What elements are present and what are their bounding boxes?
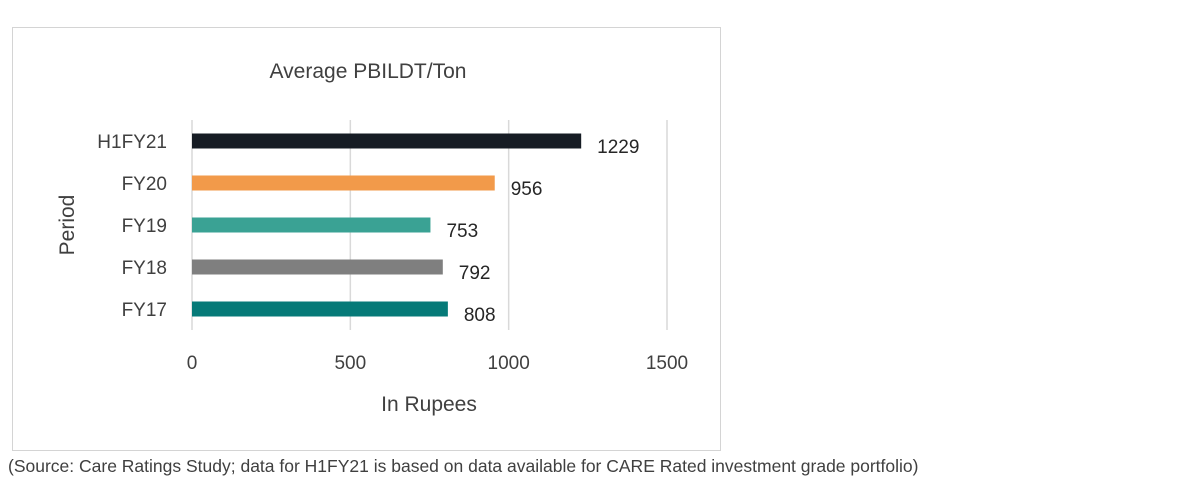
category-label: FY17 [122, 300, 167, 321]
data-label: 792 [459, 263, 491, 284]
x-tick-label: 0 [187, 353, 198, 374]
chart-title: Average PBILDT/Ton [270, 60, 467, 83]
x-axis-label: In Rupees [381, 393, 477, 416]
category-label: FY20 [122, 174, 167, 195]
category-label: FY19 [122, 216, 167, 237]
bar-fy17 [192, 301, 448, 317]
bar-fy18 [192, 259, 443, 275]
data-label: 956 [511, 179, 543, 200]
bar-fy19 [192, 217, 431, 233]
bars [192, 133, 582, 317]
y-axis-label: Period [56, 195, 79, 256]
data-label: 1229 [597, 137, 639, 158]
data-label: 753 [446, 221, 478, 242]
x-tick-label: 500 [334, 353, 366, 374]
category-label: FY18 [122, 258, 167, 279]
bar-h1fy21 [192, 133, 582, 149]
bar-fy20 [192, 175, 495, 191]
chart-frame [12, 27, 721, 451]
x-tick-label: 1500 [646, 353, 688, 374]
category-label: H1FY21 [97, 132, 167, 153]
x-tick-label: 1000 [488, 353, 530, 374]
source-note: (Source: Care Ratings Study; data for H1… [8, 456, 919, 476]
data-label: 808 [464, 305, 496, 326]
labels: 0 500 1000 1500 H1FY21 1229 FY20 956 FY19 753 FY18… [97, 132, 688, 374]
